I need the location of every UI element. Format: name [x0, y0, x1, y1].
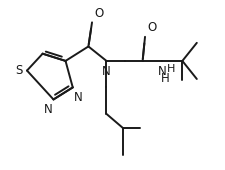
Text: N: N — [102, 65, 111, 78]
Text: H: H — [161, 72, 170, 85]
Text: N: N — [158, 65, 166, 78]
Text: S: S — [15, 64, 23, 77]
Text: N: N — [43, 103, 52, 116]
Text: N: N — [74, 91, 83, 104]
Text: H: H — [167, 64, 176, 74]
Text: O: O — [147, 21, 157, 34]
Text: O: O — [94, 7, 104, 20]
